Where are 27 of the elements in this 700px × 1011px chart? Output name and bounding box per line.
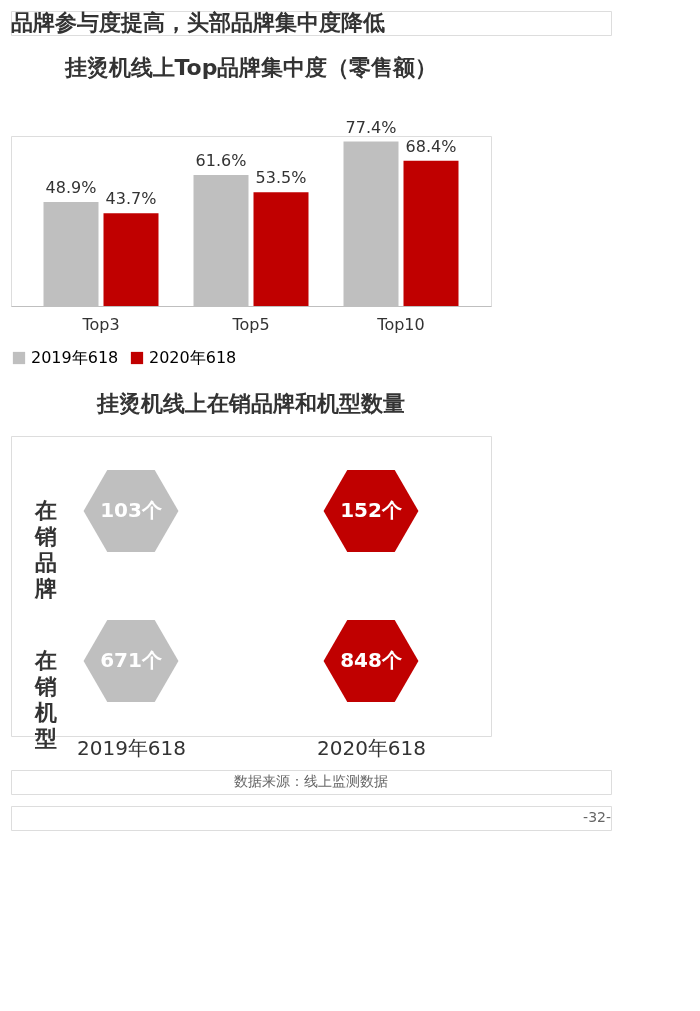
- series-label: 在销品牌: [34, 498, 57, 601]
- text: -32-: [583, 809, 611, 825]
- text: 挂烫机线上在销品牌和机型数量: [96, 391, 405, 416]
- data-label: 152个: [340, 498, 402, 522]
- data-label: 48.9%: [45, 178, 97, 198]
- series-label: 在销机型: [34, 648, 57, 751]
- bar: [253, 192, 309, 306]
- bar: [403, 160, 459, 306]
- data-label: 43.7%: [105, 189, 157, 209]
- x-tick-label: Top5: [231, 314, 270, 334]
- data-label: 77.4%: [345, 117, 397, 137]
- data-label: 671个: [100, 648, 162, 672]
- data-label: 848个: [340, 648, 402, 672]
- category-label: 2020年618: [316, 735, 427, 760]
- text: 品牌参与度提高，头部品牌集中度降低: [11, 10, 385, 35]
- data-label: 61.6%: [195, 151, 247, 171]
- chart-title: 挂烫机线上Top品牌集中度（零售额）: [63, 54, 438, 80]
- legend-label: 2020年618: [149, 348, 237, 367]
- source-note: 数据来源：线上监测数据: [234, 773, 388, 789]
- bar: [103, 213, 159, 306]
- data-label: 53.5%: [255, 168, 307, 188]
- data-label: 103个: [100, 498, 162, 522]
- category-label: 2019年618: [76, 735, 187, 760]
- data-label: 68.4%: [405, 136, 457, 156]
- x-tick-label: Top3: [81, 314, 120, 334]
- legend-label: 2019年618: [31, 348, 119, 367]
- x-tick-label: Top10: [376, 314, 425, 334]
